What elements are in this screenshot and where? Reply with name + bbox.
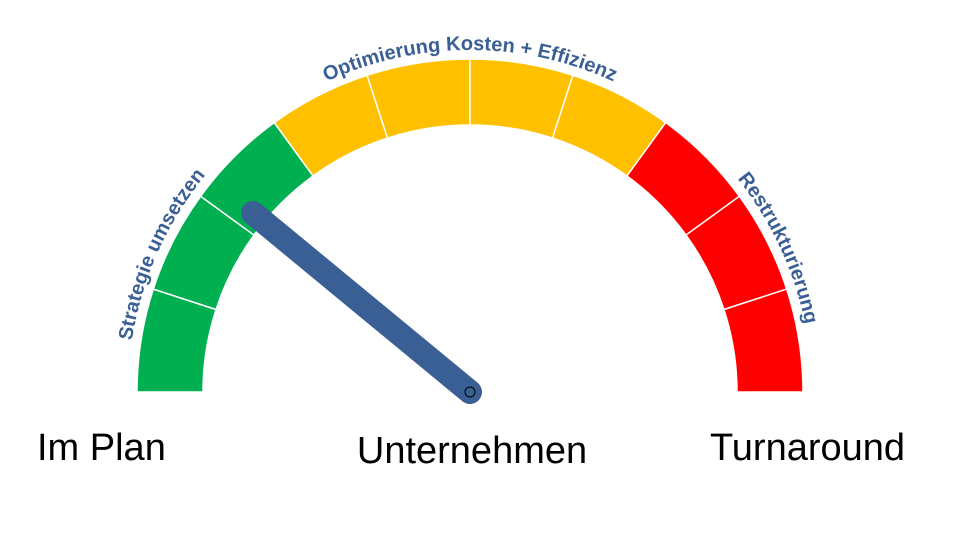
center-label: Unternehmen (357, 430, 587, 472)
right-label: Turnaround (710, 427, 905, 469)
needle-pivot (464, 386, 476, 398)
gauge-segment (722, 288, 804, 393)
needle (241, 201, 482, 404)
gauge-segments (136, 58, 804, 393)
left-label: Im Plan (37, 427, 166, 469)
